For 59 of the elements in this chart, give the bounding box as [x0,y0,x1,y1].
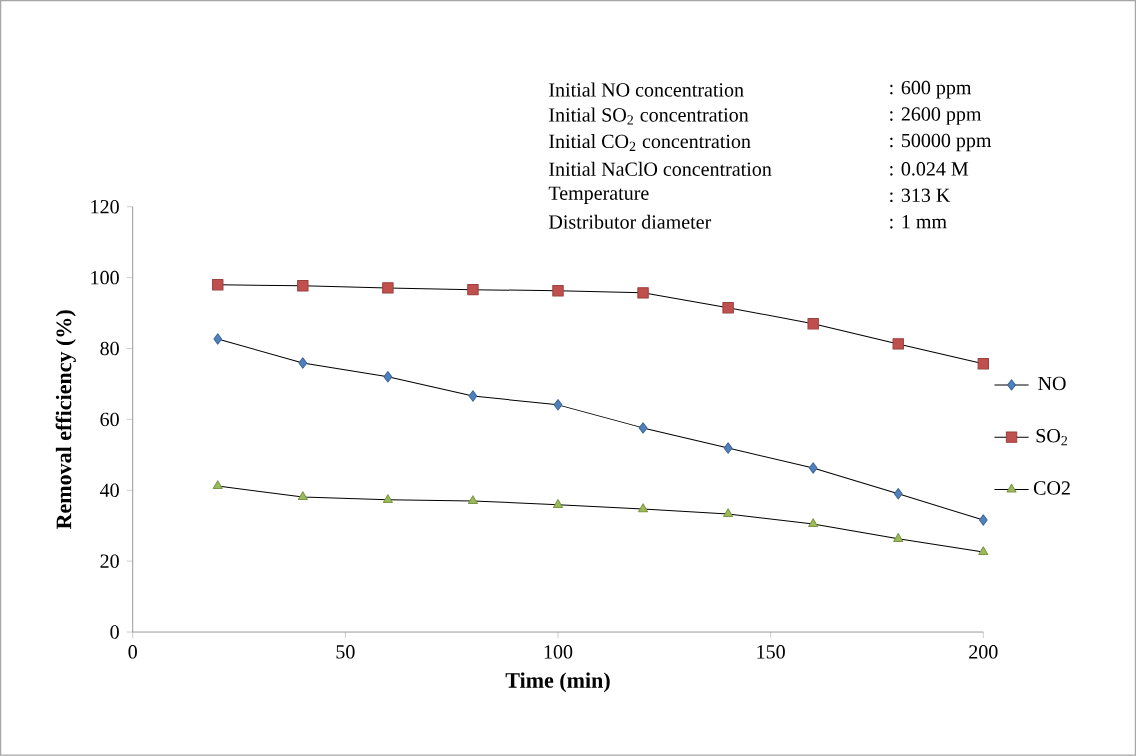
y-tick-label: 100 [91,271,119,285]
text: : 50000 ppm [890,133,992,152]
x-tick-label: 150 [757,645,785,659]
point [468,390,478,402]
point [383,371,393,383]
y-tick-label: 120 [91,200,119,214]
point [978,514,988,526]
point [297,491,308,501]
point [808,462,818,474]
point [977,358,989,370]
text: Initial NaClO concentration [549,161,772,177]
point [382,494,393,504]
legend-label: CO2 [1033,481,1070,495]
text: Initial NO concentration [549,82,744,97]
x-tick-label: 50 [336,645,355,659]
text: : 600 ppm [890,81,972,99]
x-axis-title: Time (min) [505,672,610,693]
text: Initial SO$_{2}$ concentration [549,107,749,125]
legend-label: NO [1038,376,1066,391]
point [467,495,478,505]
point [722,302,734,314]
y-tick-label: 80 [100,341,119,356]
text: : 313 K [890,188,951,203]
y-tick-label: 60 [100,412,119,427]
point [892,338,904,350]
point [723,508,734,518]
x-tick-label: 100 [544,645,573,659]
point [212,480,223,490]
point [637,287,649,299]
y-tick-label: 0 [110,625,119,639]
text: : 0.024 M [890,162,969,176]
point [638,422,648,434]
text: : 2600 ppm [890,107,982,126]
point [467,284,479,296]
point [298,357,308,369]
point [978,546,989,556]
x-tick-label: 0 [128,645,137,659]
point [213,333,223,345]
point [638,503,649,513]
point [723,442,733,454]
y-tick-label: 20 [100,554,119,569]
annotation: : 1 mm [890,215,947,229]
point [552,499,563,509]
text: Initial CO$_{2}$ concentration [549,134,751,152]
point [382,282,394,294]
point [297,280,309,292]
point [893,533,904,543]
y-axis-title: Removal efficiency (%) [55,310,76,530]
annotation: Distributor diameter [548,214,712,229]
point [808,518,819,528]
point [893,488,903,500]
x-tick-label: 200 [969,645,998,659]
y-tick-label: 40 [99,483,119,498]
point [212,279,224,291]
point [553,399,563,411]
text: Temperature [548,186,649,205]
point [807,318,819,330]
legend-label: SO$_{2}$ [1036,429,1068,446]
point [552,285,564,297]
